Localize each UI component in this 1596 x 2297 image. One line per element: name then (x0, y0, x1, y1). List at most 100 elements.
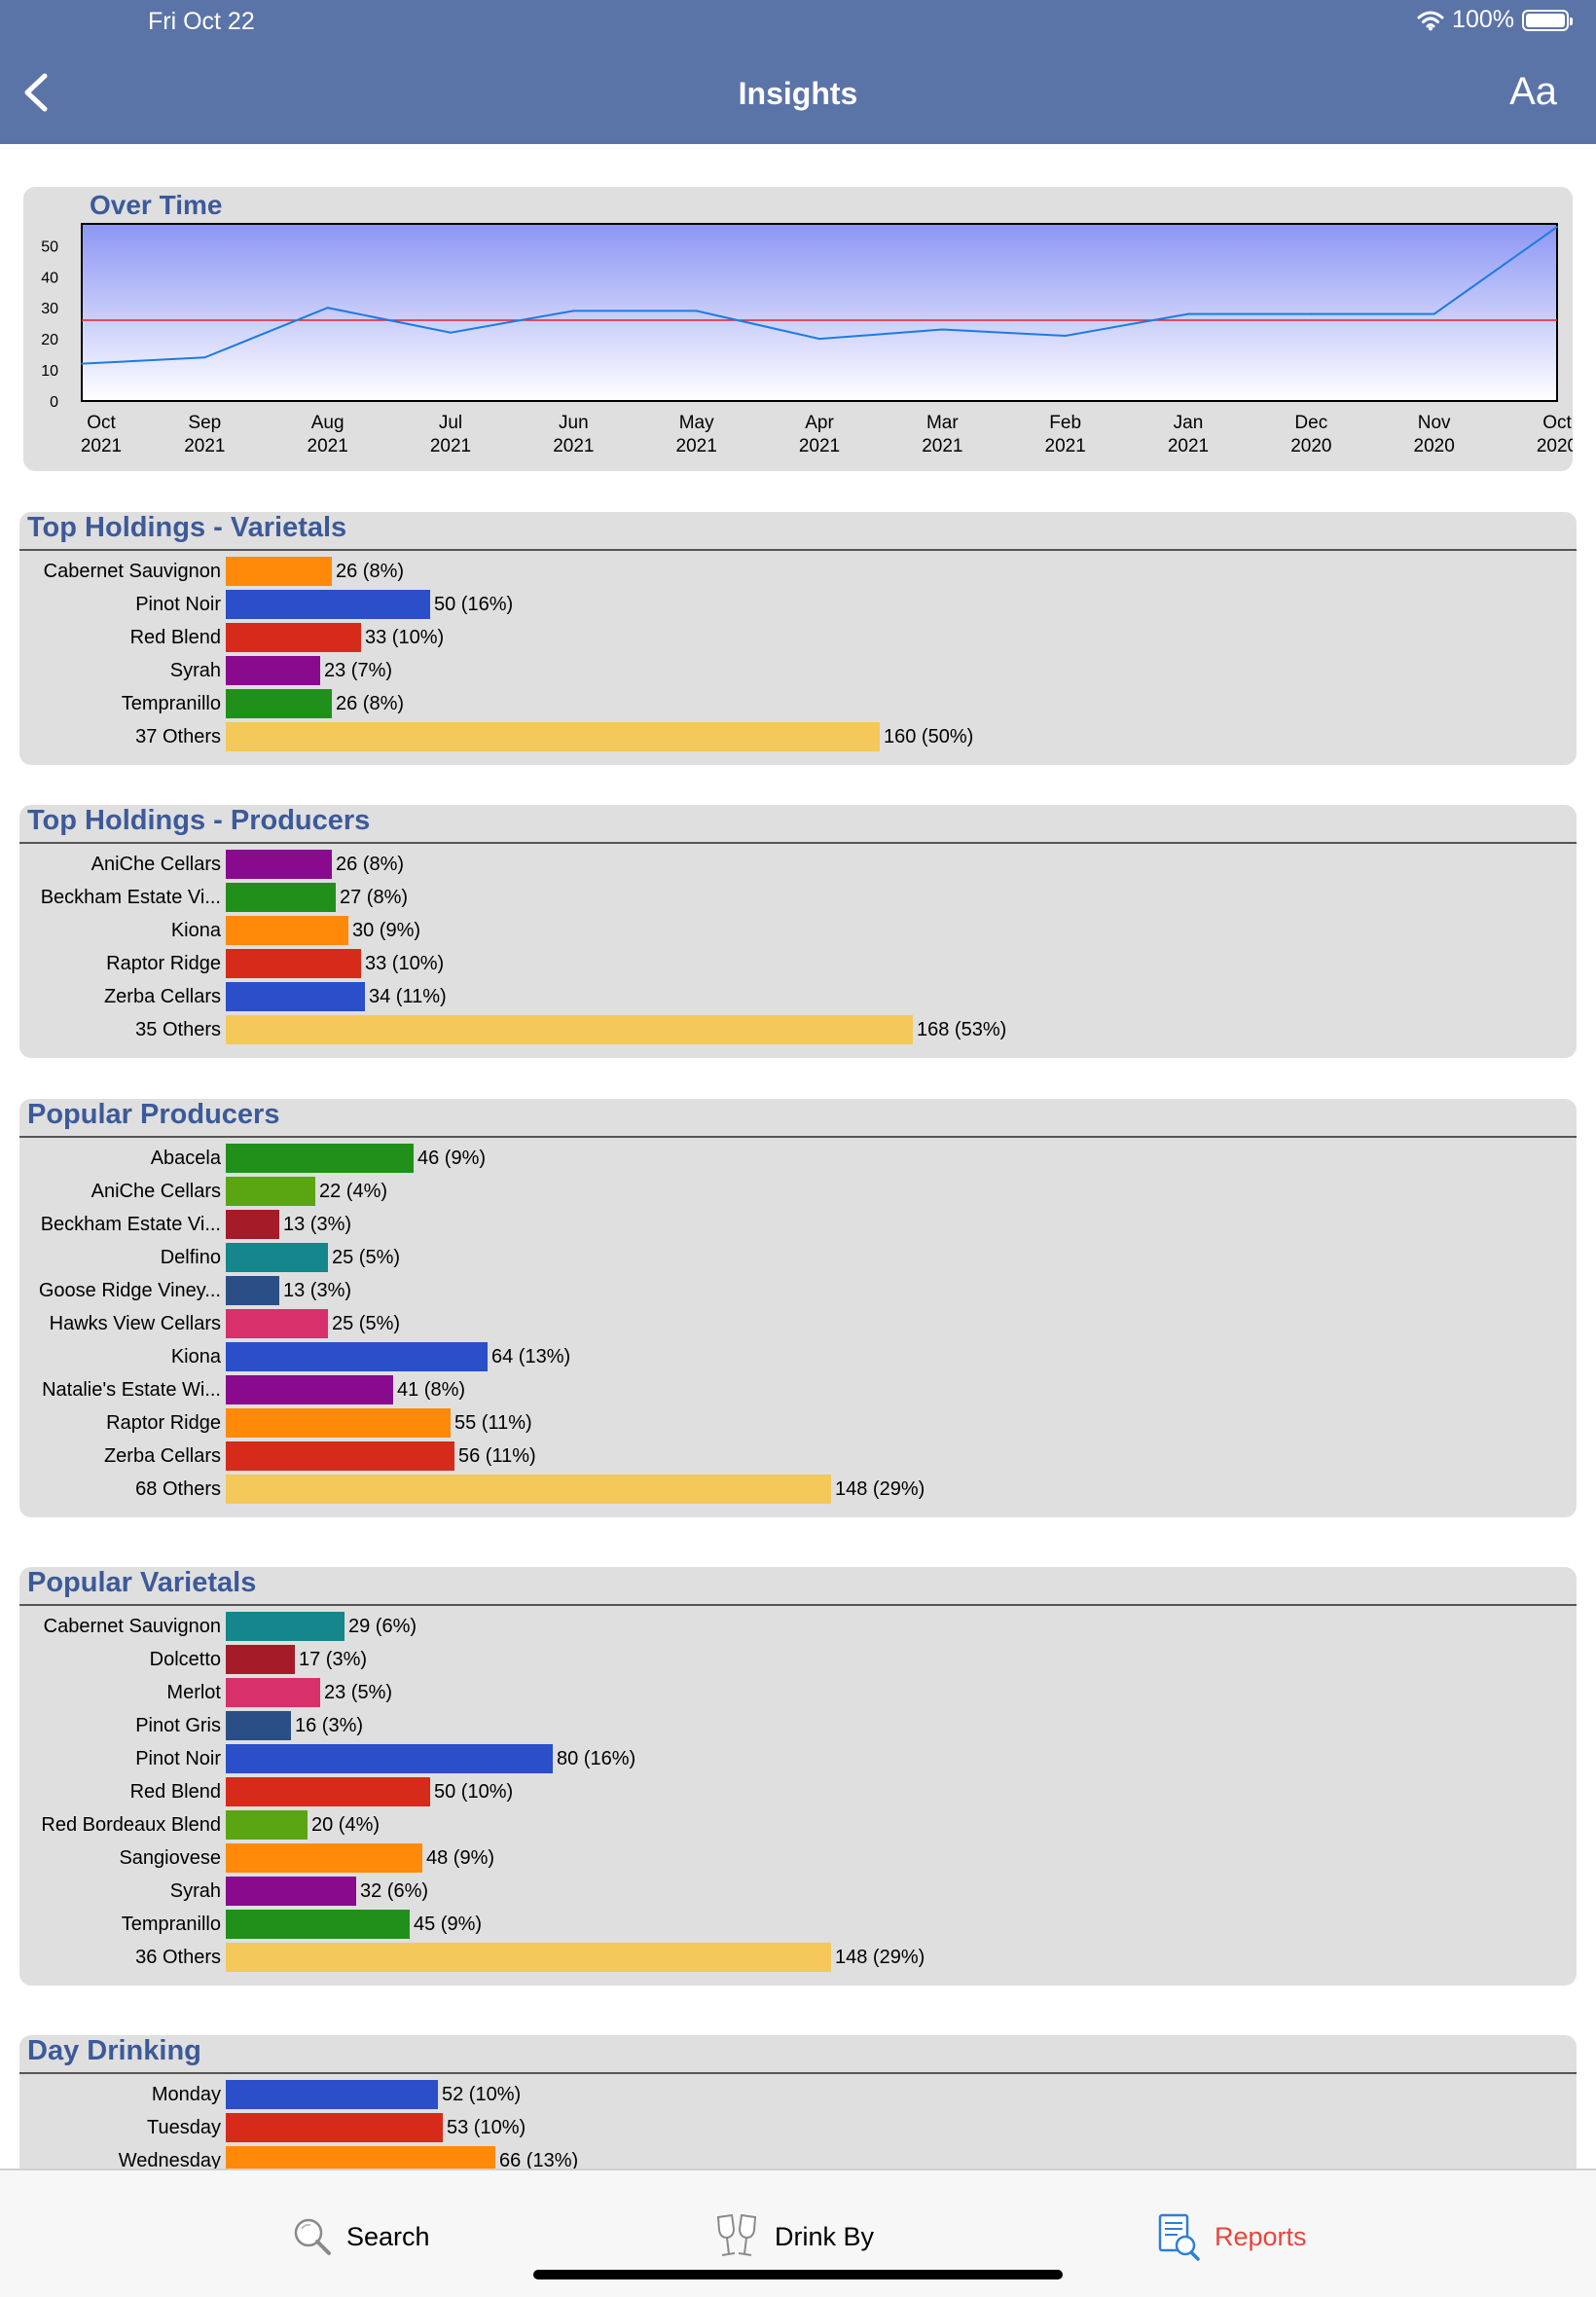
x-tick-label: Aug 2021 (308, 413, 348, 456)
bar-category-label: Wednesday (118, 2150, 221, 2169)
bar (226, 1744, 553, 1773)
bar-category-label: Raptor Ridge (106, 1412, 221, 1434)
bar-value-label: 41 (8%) (397, 1379, 466, 1401)
bar-value-label: 29 (6%) (348, 1616, 417, 1637)
data-point (1310, 312, 1313, 315)
bar (226, 1243, 328, 1272)
bar-row: Syrah 32 (6%) (19, 1875, 1577, 1908)
bar-row: Merlot 23 (5%) (19, 1676, 1577, 1709)
data-point (81, 362, 83, 365)
bar (226, 590, 430, 619)
bar-row: Natalie's Estate Wi... 41 (8%) (19, 1373, 1577, 1406)
bar-row: Wednesday 66 (13%) (19, 2144, 1577, 2169)
bar-category-label: Zerba Cellars (103, 1445, 221, 1467)
bar-value-label: 26 (8%) (336, 854, 405, 875)
status-indicators: 100% (1417, 6, 1573, 34)
bar (226, 689, 332, 718)
x-tick-label: May 2021 (676, 413, 717, 456)
bar-value-label: 25 (5%) (332, 1247, 401, 1268)
bar-category-label: 37 Others (135, 726, 221, 747)
bar-value-label: 160 (50%) (884, 726, 974, 747)
bar-category-label: Syrah (169, 660, 221, 681)
battery-percent: 100% (1452, 6, 1514, 33)
bar (226, 1711, 291, 1740)
bar-category-label: Zerba Cellars (103, 986, 221, 1007)
bar-value-label: 45 (9%) (414, 1914, 483, 1935)
bar (226, 916, 348, 945)
bar (226, 1375, 393, 1404)
over-time-panel: Over Time 0 10 20 30 40 50 Oct 2021 Sep 2021 Aug 202… (23, 187, 1573, 471)
bar-row: Goose Ridge Viney... 13 (3%) (19, 1274, 1577, 1307)
bar-row: 36 Others 148 (29%) (19, 1941, 1577, 1974)
back-button[interactable] (18, 68, 56, 117)
bar (226, 1678, 320, 1707)
data-point (1433, 312, 1435, 315)
bar (226, 1177, 315, 1206)
section-title: Top Holdings - Producers (27, 805, 371, 836)
bar (226, 1777, 430, 1806)
bar-value-label: 50 (10%) (434, 1781, 514, 1803)
y-tick-label: 20 (41, 332, 58, 348)
bar-value-label: 16 (3%) (295, 1715, 364, 1736)
bar (226, 656, 320, 685)
bar-value-label: 53 (10%) (447, 2117, 526, 2138)
bar-value-label: 56 (11%) (458, 1445, 536, 1467)
bar-category-label: Red Bordeaux Blend (41, 1814, 221, 1836)
tab-search[interactable]: Search (292, 2209, 430, 2264)
bar (226, 1276, 279, 1305)
data-point (203, 356, 206, 359)
insights-content[interactable]: Over Time 0 10 20 30 40 50 Oct 2021 Sep 2021 Aug 202… (0, 144, 1596, 2169)
x-tick-label: Oct 2021 (81, 413, 122, 456)
bar-row: AniChe Cellars 26 (8%) (19, 848, 1577, 881)
bar (226, 1943, 831, 1972)
magnifier-icon (294, 2218, 331, 2255)
bar-value-label: 20 (4%) (311, 1814, 381, 1836)
bar-category-label: Pinot Noir (135, 1748, 221, 1769)
y-tick-label: 10 (41, 363, 58, 380)
bar-row: Cabernet Sauvignon 29 (6%) (19, 1610, 1577, 1643)
data-point (818, 338, 820, 341)
bar-row: 68 Others 148 (29%) (19, 1473, 1577, 1506)
bar-row: Pinot Noir 80 (16%) (19, 1742, 1577, 1775)
bar (226, 1441, 454, 1471)
bar-category-label: Hawks View Cellars (49, 1313, 221, 1334)
bar (226, 1342, 488, 1371)
bar-row: 37 Others 160 (50%) (19, 720, 1577, 753)
home-indicator[interactable] (533, 2270, 1063, 2279)
bar-value-label: 46 (9%) (417, 1148, 487, 1169)
popular-producers-panel: Popular Producers Abacela 46 (9%) AniChe Ce… (19, 1099, 1577, 1517)
section-divider (19, 549, 1577, 551)
top-holdings-varietals-panel: Top Holdings - Varietals Cabernet Sauvign… (19, 512, 1577, 765)
section-title: Day Drinking (27, 2035, 201, 2066)
y-tick-label: 0 (50, 394, 58, 411)
bar-value-label: 148 (29%) (835, 1947, 925, 1968)
bar (226, 1645, 295, 1674)
battery-icon (1522, 9, 1573, 31)
bar-row: Zerba Cellars 34 (11%) (19, 980, 1577, 1013)
page-title: Insights (738, 76, 858, 111)
bar-category-label: Syrah (169, 1880, 221, 1902)
bar-value-label: 32 (6%) (360, 1880, 429, 1902)
bar-category-label: Goose Ridge Viney... (38, 1280, 221, 1301)
y-tick-label: 50 (41, 238, 58, 255)
section-divider (19, 842, 1577, 844)
x-tick-label: Sep 2021 (184, 413, 225, 456)
font-size-button[interactable]: Aa (1509, 70, 1557, 113)
x-tick-label: Feb 2021 (1045, 413, 1086, 456)
tab-reports[interactable]: Reports (1156, 2209, 1307, 2264)
tab-drink-by[interactable]: Drink By (712, 2209, 874, 2264)
x-tick-label: Oct 2020 (1537, 413, 1573, 456)
bar-category-label: 36 Others (135, 1947, 221, 1968)
bar (226, 2080, 438, 2109)
data-point (941, 328, 944, 331)
section-title: Popular Producers (27, 1099, 280, 1130)
bar-row: Raptor Ridge 55 (11%) (19, 1406, 1577, 1440)
bar-value-label: 34 (11%) (369, 986, 447, 1007)
bar-category-label: Tempranillo (121, 693, 221, 714)
bar (226, 623, 361, 652)
bar (226, 1210, 279, 1239)
top-holdings-producers-panel: Top Holdings - Producers AniChe Cellars 26… (19, 805, 1577, 1058)
bar-row: Beckham Estate Vi... 13 (3%) (19, 1208, 1577, 1241)
bar-row: Red Blend 50 (10%) (19, 1775, 1577, 1808)
bar-category-label: Tuesday (147, 2117, 221, 2138)
